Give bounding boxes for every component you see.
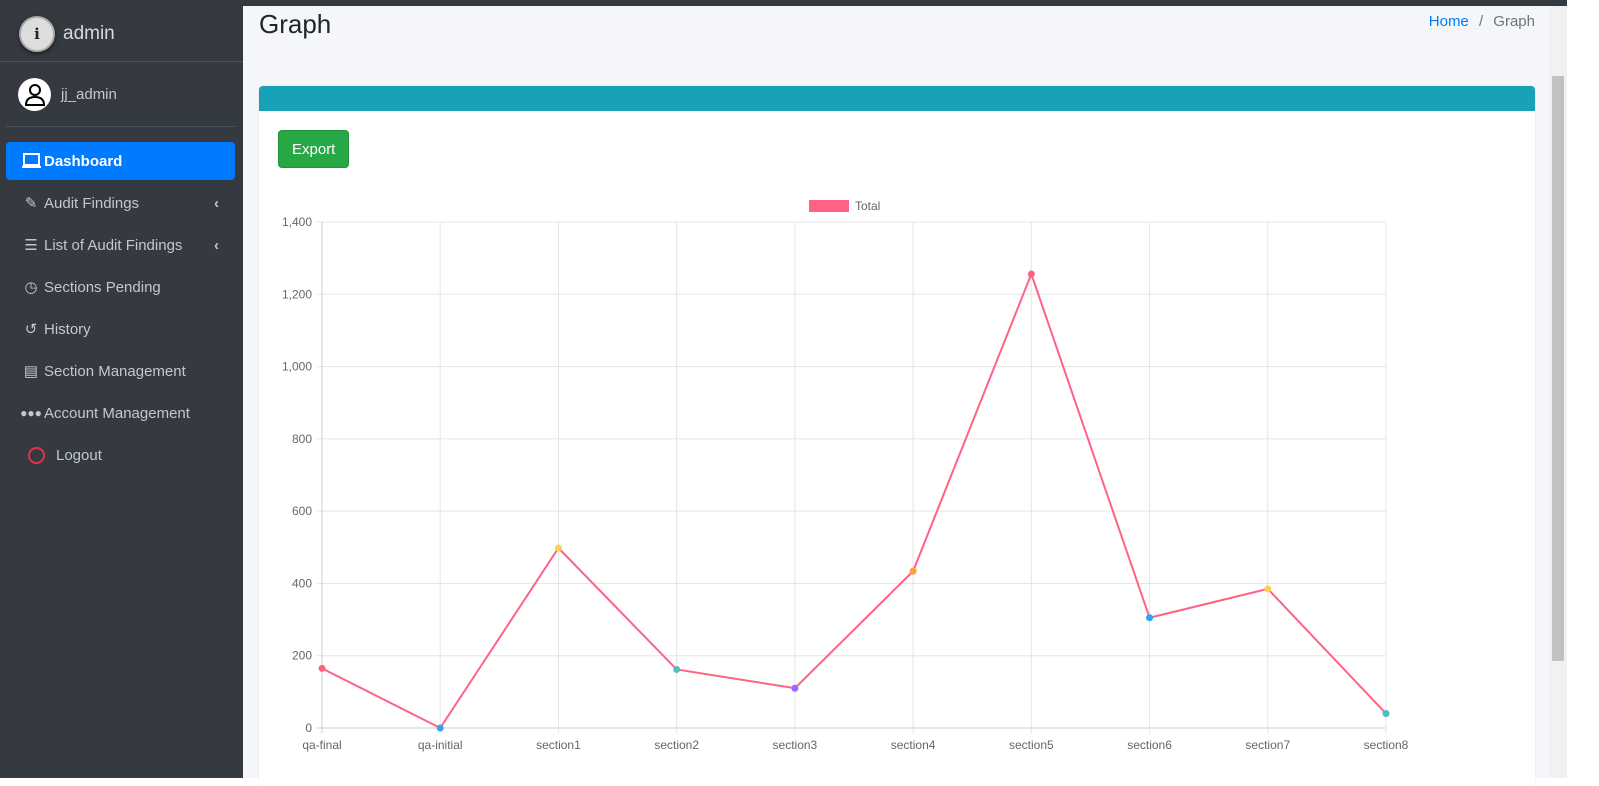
data-point — [909, 567, 917, 575]
x-tick-label: section5 — [1009, 738, 1054, 752]
chevron-left-icon: ‹ — [214, 236, 219, 254]
export-button[interactable]: Export — [278, 130, 350, 168]
breadcrumb-home[interactable]: Home — [1428, 13, 1469, 30]
sidebar-item-label: Section Management — [44, 362, 186, 380]
x-tick-label: section4 — [891, 738, 936, 752]
content-wrapper: Graph Home / Graph Export 0 200 400 600 800 1… — [243, 6, 1549, 786]
sidebar-item-label: Sections Pending — [44, 278, 161, 296]
y-tick-label: 200 — [292, 649, 312, 663]
x-tick-label: section6 — [1127, 738, 1172, 752]
x-tick-label: qa-initial — [418, 738, 463, 752]
data-point — [318, 664, 326, 672]
x-tick-label: section7 — [1245, 738, 1290, 752]
page-title: Graph — [259, 9, 332, 39]
users-icon: ●●● — [20, 406, 42, 420]
data-point — [1382, 710, 1390, 718]
data-point — [554, 544, 562, 552]
breadcrumb: Home / Graph — [1429, 13, 1535, 30]
y-tick-label: 0 — [305, 721, 312, 735]
info-logo-icon: i — [19, 15, 55, 52]
data-point — [1146, 614, 1154, 622]
sidebar-item-dashboard[interactable]: Dashboard — [6, 142, 235, 180]
y-tick-label: 800 — [292, 432, 312, 446]
legend-label: Total — [855, 199, 880, 213]
y-tick-label: 1,000 — [282, 360, 312, 374]
y-tick-label: 1,200 — [282, 287, 312, 301]
sidebar-item-label: Audit Findings — [44, 194, 140, 212]
scrollbar-thumb[interactable] — [1552, 76, 1564, 661]
sidebar-item-logout[interactable]: Logout — [6, 436, 235, 474]
brand-link[interactable]: i admin — [0, 6, 243, 62]
data-point — [436, 724, 444, 732]
chevron-left-icon: ‹ — [214, 194, 219, 212]
circle-icon — [26, 446, 46, 464]
sidebar-nav: Dashboard ✎ Audit Findings ‹ ☰ List of Audi… — [0, 142, 243, 474]
scrollbar[interactable] — [1549, 6, 1567, 778]
card-header — [259, 86, 1535, 111]
x-tick-label: section2 — [654, 738, 699, 752]
x-tick-label: section3 — [773, 738, 818, 752]
list-alt-icon: ▤ — [23, 363, 39, 380]
sidebar: i admin jj_admin Dashboard ✎ Audit Findin… — [0, 6, 243, 778]
series-line-total — [321, 271, 1387, 730]
tasks-icon: ☰ — [24, 237, 38, 254]
sidebar-item-label: Logout — [56, 446, 102, 464]
sidebar-item-list-of-audit-findings[interactable]: ☰ List of Audit Findings ‹ — [6, 226, 235, 264]
edit-icon: ✎ — [24, 195, 38, 212]
brand-text: admin — [63, 22, 115, 44]
data-point — [791, 684, 799, 692]
x-tick-label: section8 — [1364, 738, 1409, 752]
x-tick-label: section1 — [536, 738, 581, 752]
sidebar-item-account-management[interactable]: ●●● Account Management — [6, 394, 235, 432]
y-tick-label: 600 — [292, 504, 312, 518]
sidebar-item-label: List of Audit Findings — [44, 236, 183, 254]
user-avatar-icon — [18, 77, 51, 111]
laptop-icon — [21, 153, 41, 169]
sidebar-item-label: History — [44, 320, 91, 338]
legend-swatch — [809, 200, 849, 212]
data-point — [673, 665, 681, 673]
top-bar — [0, 0, 1567, 6]
y-tick-label: 1,400 — [282, 215, 312, 229]
clock-icon: ◷ — [24, 279, 38, 296]
sidebar-item-audit-findings[interactable]: ✎ Audit Findings ‹ — [6, 184, 235, 222]
sidebar-item-section-management[interactable]: ▤ Section Management — [6, 352, 235, 390]
user-panel[interactable]: jj_admin — [6, 62, 235, 127]
history-icon: ↺ — [24, 321, 38, 338]
x-tick-label: qa-final — [302, 738, 341, 752]
breadcrumb-separator: / — [1478, 13, 1484, 30]
sidebar-item-label: Dashboard — [44, 152, 123, 170]
sidebar-item-history[interactable]: ↺ History — [6, 310, 235, 348]
graph-card: Export 0 200 400 600 800 1,000 1,200 1,400 qa-fi… — [259, 86, 1535, 786]
data-point — [1264, 585, 1272, 593]
line-chart: 0 200 400 600 800 1,000 1,200 1,400 qa-final qa-i… — [282, 199, 1409, 752]
sidebar-item-label: Account Management — [44, 404, 190, 422]
breadcrumb-current: Graph — [1493, 13, 1535, 30]
sidebar-item-sections-pending[interactable]: ◷ Sections Pending — [6, 268, 235, 306]
user-name: jj_admin — [61, 85, 117, 103]
y-tick-label: 400 — [292, 576, 312, 590]
data-point — [1027, 270, 1035, 278]
